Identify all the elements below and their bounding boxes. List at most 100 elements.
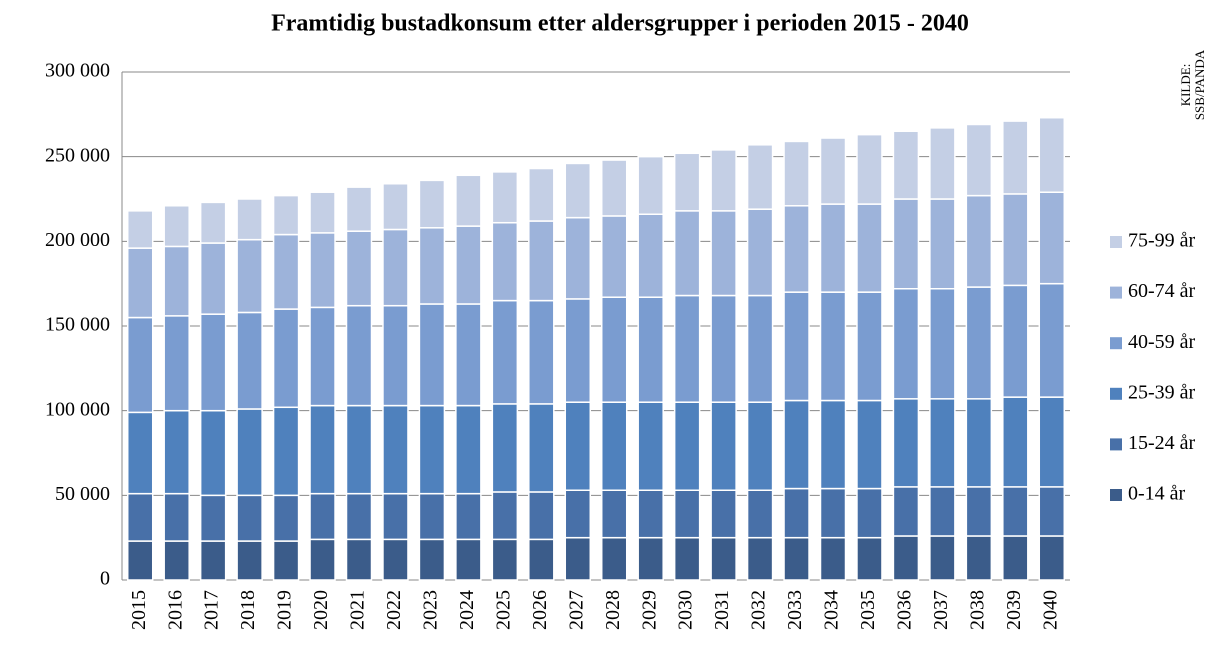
bar-segment [783,399,810,490]
bar-segment [637,536,664,581]
x-tick-label: 2026 [529,590,551,630]
bar-segment [746,208,774,297]
bar-segment [236,238,263,314]
bar-segment [382,404,409,495]
bar-segment [528,538,555,581]
legend-swatch [1110,387,1122,400]
bar-segment [1002,193,1029,287]
x-tick-label: 2028 [602,590,624,630]
x-tick-label: 2037 [930,590,952,630]
y-tick-label: 150 000 [45,314,110,336]
bar-segment [1002,120,1029,195]
bar-segment [783,536,810,581]
x-tick-label: 2022 [383,590,405,630]
y-tick-label: 300 000 [45,60,110,82]
x-tick-label: 2038 [966,590,988,630]
bar-segment [746,294,774,403]
bar-segment [965,398,993,488]
bar-segment [418,179,446,229]
bar-segment [564,162,592,219]
bar-segment [126,247,154,319]
bar-segment [892,287,920,400]
bar-segment [892,130,920,200]
bar-segment [929,127,956,200]
bar-segment [418,404,446,495]
bar-segment [965,286,993,400]
bar-segment [199,494,227,542]
bar-segment [600,215,628,298]
bar-segment [345,186,373,232]
bar-segment [637,489,664,539]
bar-segment [491,171,519,224]
bar-segment [309,306,336,407]
bar-segment [309,538,336,581]
bar-segment [345,492,373,541]
bar-segment [965,535,993,581]
bar-segment [455,303,482,407]
legend-label: 0-14 år [1128,483,1186,505]
bar-segment [965,486,993,537]
bar-segment [272,194,300,236]
bar-segment [455,404,482,495]
bar-segment [600,401,628,492]
bar-segment [819,137,847,205]
bar-segment [1002,284,1029,398]
bar-segment [1002,396,1029,488]
bar-segment [126,210,154,249]
bar-segment [528,403,555,493]
bar-segment [126,411,154,495]
y-tick-label: 250 000 [45,144,110,166]
bar-segment [491,491,519,541]
bar-segment [418,538,446,581]
bar-segment [199,313,227,412]
x-tick-label: 2017 [201,590,223,630]
bar-segment [272,406,300,497]
bar-segment [637,401,664,492]
bar-segment [491,221,519,302]
source-line: KILDE: [1178,64,1193,107]
bar-segment [929,398,956,488]
bar-segment [491,403,519,493]
bar-segment [856,133,883,205]
bar-segment [892,198,920,290]
x-tick-label: 2024 [456,590,478,630]
bar-segment [1038,116,1066,193]
legend-swatch [1110,236,1122,248]
bar-segment [528,299,555,405]
bar-segment [892,486,920,537]
bar-segment [163,409,190,495]
bar-segment [710,489,737,539]
bar-segment [272,494,300,542]
bar-segment [819,487,847,539]
bar-segment [528,491,555,541]
bar-segment [564,536,592,581]
bar-segment [1038,486,1066,537]
bar-segment [491,299,519,405]
bar-segment [746,489,774,539]
bar-segment [564,216,592,300]
x-tick-label: 2035 [857,590,879,630]
bar-segment [236,540,263,581]
x-tick-label: 2025 [492,590,514,630]
source: KILDE: SSB/PANDA [1178,49,1207,120]
x-tick-label: 2036 [894,590,916,630]
legend-label: 60-74 år [1128,280,1196,302]
bar-segment [382,183,409,231]
legend-label: 40-59 år [1128,331,1196,353]
bar-segment [783,487,810,539]
bar-segment [637,296,664,403]
bar-segment [163,492,190,542]
bar-segment [236,311,263,410]
bar-segment [163,315,190,412]
bar-segment [929,535,956,581]
bar-segment [746,144,774,210]
bar-segment [418,492,446,541]
bar-segment [455,492,482,541]
bar-segment [783,140,810,207]
bar-segment [746,401,774,492]
bar-segment [455,174,482,227]
bar-segment [637,213,664,298]
bar-segment [746,536,774,581]
legend-label: 75-99 år [1128,230,1196,252]
